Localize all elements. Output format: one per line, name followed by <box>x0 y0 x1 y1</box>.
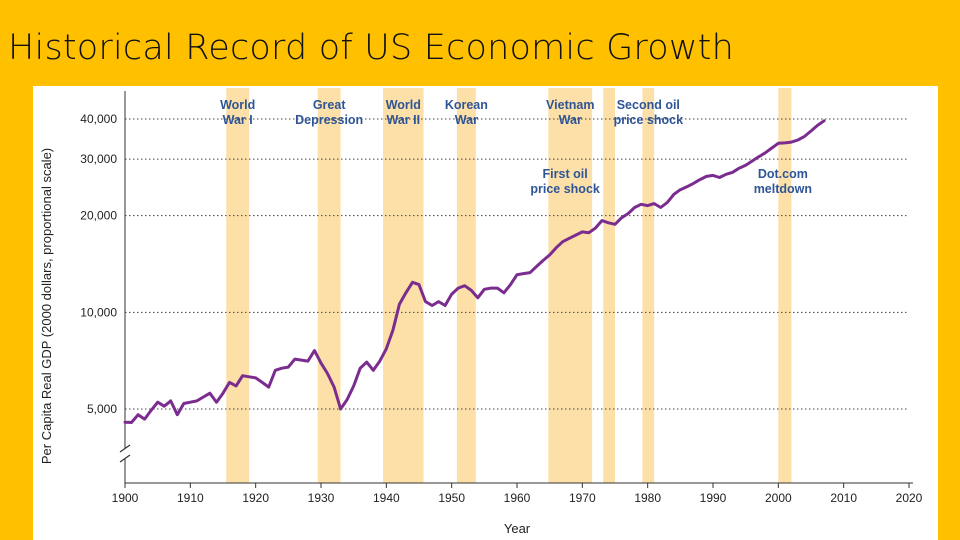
event-label-dot-com-meltdown: Dot.com meltdown <box>754 167 812 196</box>
event-label-line: Vietnam <box>546 98 594 112</box>
y-tick-label-10000: 10,000 <box>80 305 117 319</box>
band-dot-com-meltdown <box>778 88 792 483</box>
x-tick-label-1960: 1960 <box>504 491 531 505</box>
x-tick-label-1920: 1920 <box>242 491 269 505</box>
y-axis-title: Per Capita Real GDP (2000 dollars, propo… <box>39 148 54 464</box>
event-label-line: War <box>559 113 582 127</box>
y-tick-label-40000: 40,000 <box>80 112 117 126</box>
x-tick-label-1970: 1970 <box>569 491 596 505</box>
event-label-line: War <box>455 113 478 127</box>
event-label-line: price shock <box>614 113 684 127</box>
y-tick-label-30000: 30,000 <box>80 152 117 166</box>
event-label-line: meltdown <box>754 182 812 196</box>
event-label-line: Great <box>313 98 346 112</box>
event-label-line: War I <box>223 113 253 127</box>
event-label-line: World <box>220 98 255 112</box>
chart-panel: 5,000 10,000 20,000 30,000 40,000 1900 1910 192… <box>33 86 938 540</box>
x-tick-label-1940: 1940 <box>373 491 400 505</box>
x-tick-label-2000: 2000 <box>765 491 792 505</box>
band-great-depression <box>317 88 341 483</box>
event-label-second-oil-price-shock: Second oil price shock <box>614 98 684 127</box>
slide-title: Historical Record of US Economic Growth <box>8 28 734 68</box>
series-lines <box>123 119 826 424</box>
event-label-line: War II <box>387 113 421 127</box>
axes: 5,000 10,000 20,000 30,000 40,000 1900 1910 192… <box>80 91 923 505</box>
event-label-vietnam-war: Vietnam War <box>546 98 594 127</box>
y-tick-label-20000: 20,000 <box>80 209 117 223</box>
y-tick-label-5000: 5,000 <box>87 402 117 416</box>
band-vietnam-war <box>548 88 593 483</box>
x-tick-label-1980: 1980 <box>634 491 661 505</box>
event-label-line: Second oil <box>617 98 680 112</box>
x-tick-label-1990: 1990 <box>700 491 727 505</box>
x-tick-label-1910: 1910 <box>177 491 204 505</box>
event-label-first-oil-price-shock: First oil price shock <box>530 167 600 196</box>
axis-break-mark <box>119 454 131 463</box>
axis-break-mark <box>119 444 131 453</box>
band-first-oil-price-shock <box>603 88 615 483</box>
event-label-great-depression: Great Depression <box>295 98 363 127</box>
x-axis-title: Year <box>504 521 531 536</box>
x-tick-label-1950: 1950 <box>438 491 465 505</box>
x-tick-label-2020: 2020 <box>896 491 923 505</box>
band-world-war-i <box>226 88 250 483</box>
event-label-line: First oil <box>543 167 588 181</box>
band-second-oil-price-shock <box>642 88 655 483</box>
event-label-line: World <box>386 98 421 112</box>
event-label-line: price shock <box>530 182 600 196</box>
event-label-world-war-ii: World War II <box>386 98 421 127</box>
x-tick-label-2010: 2010 <box>830 491 857 505</box>
event-label-line: Depression <box>295 113 363 127</box>
event-bands <box>226 88 792 483</box>
event-label-korean-war: Korean War <box>445 98 488 127</box>
series-line-per-capita-real-gdp <box>123 119 826 424</box>
band-world-war-ii <box>383 88 424 483</box>
event-label-line: Dot.com <box>758 167 808 181</box>
gdp-chart: 5,000 10,000 20,000 30,000 40,000 1900 1910 192… <box>39 88 923 536</box>
x-tick-label-1930: 1930 <box>308 491 335 505</box>
x-tick-label-1900: 1900 <box>112 491 139 505</box>
event-label-line: Korean <box>445 98 488 112</box>
event-label-world-war-i: World War I <box>220 98 255 127</box>
